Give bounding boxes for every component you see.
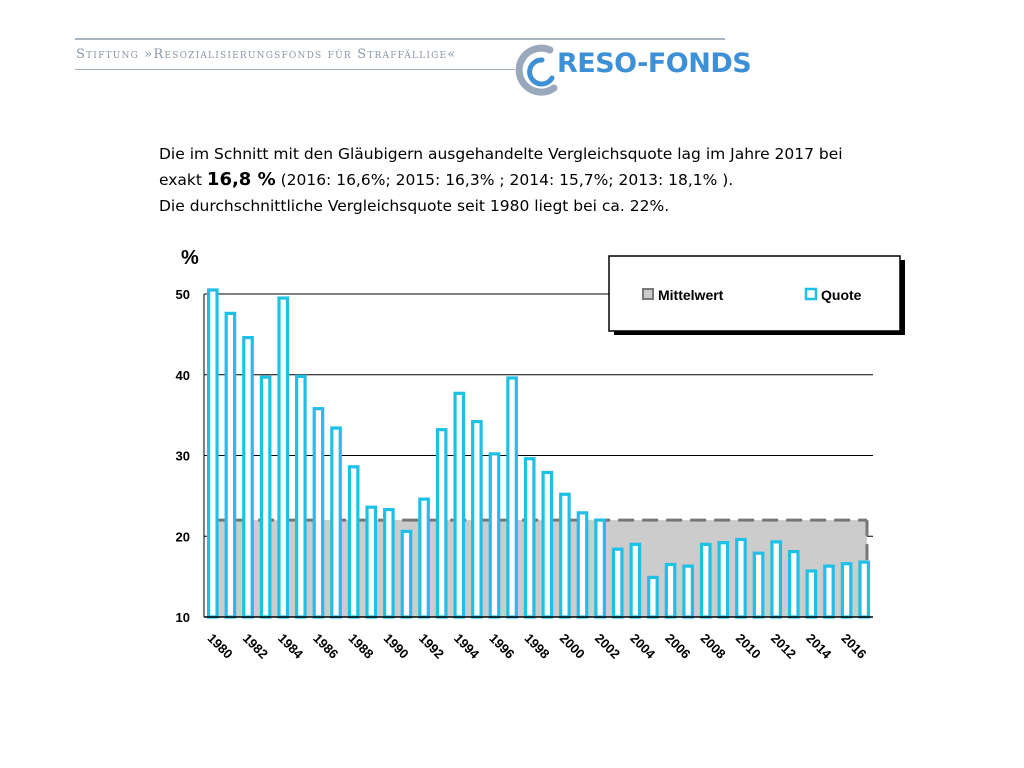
bar-1992 (418, 497, 430, 619)
bar-1987 (330, 426, 342, 619)
bar-1999 (541, 470, 554, 619)
x-tick-label-1980: 1980 (205, 631, 236, 662)
y-tick-label-20: 20 (176, 529, 190, 544)
x-tick-label-2012: 2012 (768, 631, 799, 662)
intro-line-2-suffix: (2016: 16,6%; 2015: 16,3% ; 2014: 15,7%;… (275, 171, 734, 189)
bar-layer (206, 288, 871, 619)
intro-line-3: Die durchschnittliche Vergleichsquote se… (159, 197, 670, 215)
intro-highlight-value: 16,8 % (206, 169, 276, 190)
y-tick-label-50: 50 (176, 287, 190, 302)
bar-1994 (453, 391, 466, 619)
x-tick-label-2014: 2014 (803, 631, 835, 663)
bar-1984 (277, 296, 290, 619)
y-tick-label-30: 30 (176, 449, 190, 464)
x-tick-label-2010: 2010 (733, 631, 764, 662)
x-tick-label-2004: 2004 (627, 631, 659, 663)
intro-text: Die im Schnitt mit den Gläubigern ausgeh… (159, 141, 899, 219)
x-tick-label-1984: 1984 (275, 631, 307, 663)
x-tick-label-2002: 2002 (592, 631, 623, 662)
x-tick-label-1994: 1994 (451, 631, 483, 663)
bar-2004 (629, 542, 642, 619)
bar-2000 (559, 492, 571, 619)
logo-arc-icon (515, 44, 558, 96)
x-tick-label-2000: 2000 (557, 631, 588, 662)
bar-1998 (523, 457, 536, 619)
header-rule-top (75, 38, 725, 40)
x-tick-label-2006: 2006 (662, 631, 693, 662)
bar-2002 (594, 518, 606, 619)
x-tick-label-1986: 1986 (310, 631, 341, 662)
intro-line-2: exakt 16,8 % (2016: 16,6%; 2015: 16,3% ;… (159, 167, 899, 193)
y-axis-unit: % (181, 247, 199, 269)
bar-1991 (400, 529, 413, 619)
legend-label-quote: Quote (821, 287, 862, 303)
bar-1983 (259, 375, 272, 619)
bar-2012 (770, 540, 782, 619)
intro-line-2-prefix: exakt (159, 171, 207, 189)
bar-2003 (611, 547, 624, 619)
mean-layer (210, 518, 869, 617)
legend-swatch-quote (804, 287, 818, 301)
bar-1993 (435, 428, 448, 619)
bar-1989 (365, 505, 378, 619)
x-tick-label-2016: 2016 (838, 631, 869, 662)
bar-2005 (647, 575, 659, 619)
legend-layer: Mittelwert Quote (608, 255, 905, 335)
logo-text: RESO-FONDS (557, 48, 752, 79)
bar-2015 (823, 564, 835, 619)
bar-1980 (206, 288, 219, 619)
legend-label-mittelwert: Mittelwert (658, 287, 724, 303)
legend-box (608, 255, 901, 332)
bar-1981 (224, 311, 237, 619)
bar-1995 (471, 419, 483, 619)
x-tick-label-1996: 1996 (486, 631, 517, 662)
bar-2008 (699, 542, 712, 619)
bar-1996 (488, 452, 501, 619)
y-tick-label-10: 10 (176, 610, 190, 625)
bar-2013 (787, 549, 800, 619)
bar-1997 (506, 376, 518, 619)
legend-swatch-mittelwert (642, 288, 654, 300)
bar-2017 (858, 560, 871, 619)
y-tick-label-40: 40 (176, 368, 190, 383)
mean-area (210, 520, 867, 617)
bar-1985 (295, 374, 307, 619)
header-rule-bottom (75, 69, 515, 70)
bar-1982 (242, 336, 254, 619)
x-tick-label-1992: 1992 (416, 631, 447, 662)
bar-1988 (347, 465, 360, 619)
reso-fonds-logo: RESO-FONDS (512, 40, 752, 100)
bar-2001 (576, 511, 589, 619)
x-tick-label-1998: 1998 (522, 631, 553, 662)
bar-2010 (735, 537, 747, 619)
bar-2014 (805, 569, 818, 619)
bar-2011 (752, 551, 765, 619)
x-tick-label-1990: 1990 (381, 631, 412, 662)
foundation-name: Stiftung »Resozialisierungsfonds für Str… (76, 47, 457, 62)
x-tick-label-1982: 1982 (240, 631, 271, 662)
bar-1990 (383, 508, 395, 619)
bar-2006 (664, 562, 677, 619)
bar-2009 (717, 541, 730, 619)
intro-line-1: Die im Schnitt mit den Gläubigern ausgeh… (159, 145, 843, 163)
bar-2016 (840, 562, 853, 619)
x-tick-label-1988: 1988 (346, 631, 377, 662)
bar-1986 (312, 407, 325, 619)
x-tick-label-2008: 2008 (698, 631, 729, 662)
bar-2007 (682, 564, 694, 619)
